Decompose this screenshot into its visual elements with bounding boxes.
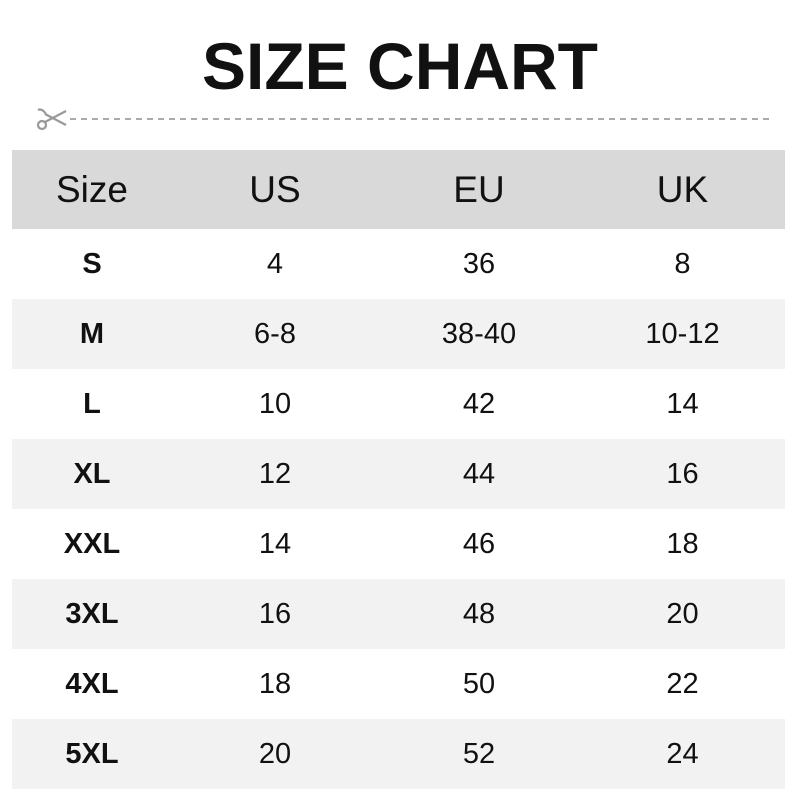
cell-eu: 52 — [462, 737, 496, 770]
cell-uk: 14 — [666, 387, 699, 420]
table-row: M 6-8 38-40 10-12 — [12, 299, 785, 369]
table-row: XXL 14 46 18 — [12, 509, 785, 579]
cell-us: 12 — [258, 457, 292, 490]
cell-uk: 18 — [666, 527, 699, 560]
table-row: 3XL 16 48 20 — [12, 579, 785, 649]
cell-us: 10 — [258, 387, 292, 420]
column-header-us: US — [249, 168, 301, 210]
column-header-eu: EU — [453, 168, 505, 210]
cut-line — [36, 108, 771, 131]
cell-size: S — [82, 247, 102, 280]
cell-uk: 20 — [666, 597, 699, 630]
cell-size: 4XL — [65, 667, 119, 700]
size-table: Size US EU UK S 4 36 8 M 6-8 38-40 10-12 L 10 42 14… — [12, 150, 785, 789]
cell-eu: 42 — [462, 387, 496, 420]
cell-us: 14 — [258, 527, 292, 560]
column-header-size: Size — [56, 168, 128, 210]
table-row: 4XL 18 50 22 — [12, 649, 785, 719]
cell-eu: 38-40 — [441, 317, 517, 350]
cell-size: 5XL — [65, 737, 119, 770]
cell-us: 4 — [266, 247, 284, 280]
table-header: Size US EU UK — [12, 150, 785, 229]
cell-size: L — [83, 387, 101, 420]
scissors-icon — [36, 108, 67, 131]
cell-eu: 44 — [462, 457, 496, 490]
cell-size: XL — [73, 457, 111, 490]
table-row: 5XL 20 52 24 — [12, 719, 785, 789]
table-row: XL 12 44 16 — [12, 439, 785, 509]
cell-size: XXL — [63, 527, 121, 560]
cell-us: 6-8 — [254, 317, 296, 350]
cell-uk: 10-12 — [645, 317, 720, 350]
cell-eu: 46 — [462, 527, 496, 560]
cell-us: 18 — [258, 667, 292, 700]
column-header-uk: UK — [656, 168, 709, 210]
cell-us: 20 — [258, 737, 292, 770]
cell-uk: 22 — [666, 667, 699, 700]
cell-uk: 8 — [674, 247, 691, 280]
table-row: S 4 36 8 — [12, 229, 785, 299]
cell-uk: 16 — [666, 457, 699, 490]
cell-size: M — [79, 317, 105, 350]
cell-size: 3XL — [65, 597, 119, 630]
cell-eu: 36 — [462, 247, 496, 280]
page-title: SIZE CHART — [202, 29, 598, 103]
table-row: L 10 42 14 — [12, 369, 785, 439]
cell-us: 16 — [258, 597, 292, 630]
cell-uk: 24 — [666, 737, 699, 770]
cell-eu: 48 — [462, 597, 496, 630]
cell-eu: 50 — [462, 667, 496, 700]
